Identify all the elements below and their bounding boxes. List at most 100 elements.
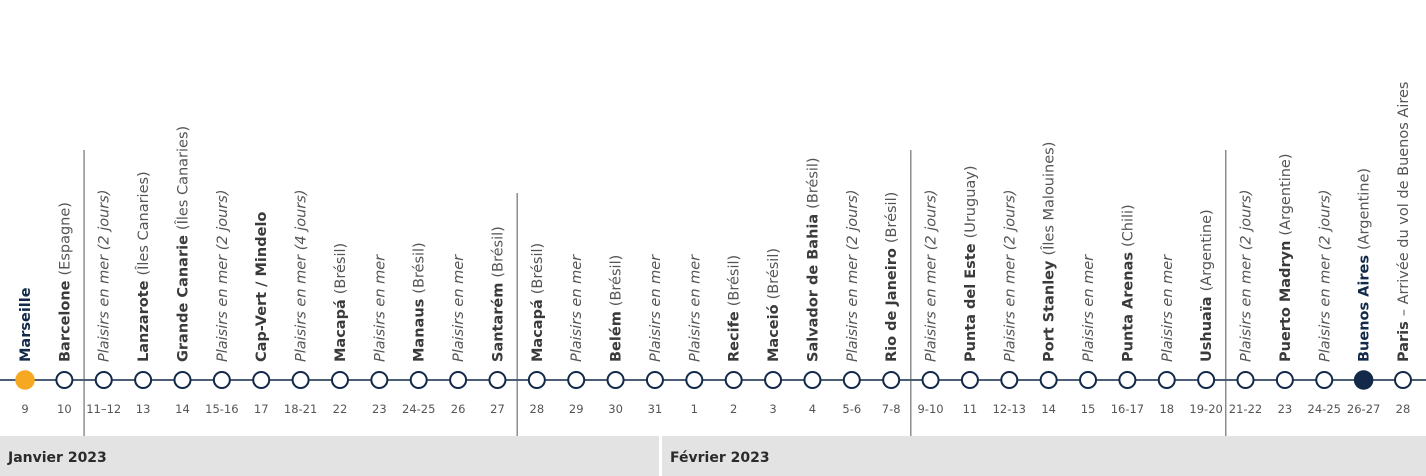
day-label: 30 (608, 402, 623, 416)
day-label: 31 (648, 402, 663, 416)
stop-label: Plaisirs en mer (2 jours) (1317, 190, 1333, 363)
stop-marker (1157, 371, 1176, 389)
stop-marker (1000, 371, 1019, 389)
port-country: – Arrivée du vol de Buenos Aires (1396, 82, 1412, 317)
stop-marker (724, 371, 743, 389)
sea-days: Plaisirs en mer (372, 254, 388, 362)
sea-days: Plaisirs en mer (2 jours) (1002, 190, 1018, 363)
stop-label: Plaisirs en mer (1160, 254, 1176, 362)
sea-days: Plaisirs en mer (1160, 254, 1176, 362)
stop-label: Manaus (Brésil) (412, 242, 428, 362)
port-name: Punta Arenas (1120, 252, 1136, 362)
stop-marker (409, 371, 428, 389)
day-label: 10 (57, 402, 72, 416)
sea-days: Plaisirs en mer (2 jours) (215, 190, 231, 363)
day-label: 29 (569, 402, 584, 416)
stop-marker (645, 371, 664, 389)
port-name: Barcelone (57, 280, 73, 362)
stop-label: Plaisirs en mer (372, 254, 388, 362)
port-country: (Îles Canaries) (173, 126, 191, 230)
stop-marker (488, 371, 507, 389)
month-bar (0, 436, 1426, 476)
stop-label: Macapá (Brésil) (530, 243, 546, 362)
day-label: 18 (1159, 402, 1174, 416)
stop-marker (527, 371, 546, 389)
port-name: Paris (1396, 321, 1412, 362)
port-name: Santarém (490, 283, 506, 362)
port-name: Cap-Vert / Mindelo (254, 212, 270, 362)
day-label: 11 (963, 402, 978, 416)
port-country: (Espagne) (57, 202, 73, 275)
port-country: (Îles Malouines) (1040, 142, 1058, 256)
day-label: 28 (1396, 402, 1411, 416)
sea-days: Plaisirs en mer (2 jours) (924, 190, 940, 363)
port-name: Lanzarote (136, 280, 152, 362)
day-label: 22 (333, 402, 348, 416)
stop-label: Plaisirs en mer (2 jours) (1239, 190, 1255, 363)
day-label: 26-27 (1347, 402, 1380, 416)
port-country: (Brésil) (805, 157, 821, 208)
port-country: (Brésil) (609, 255, 625, 306)
stop-label: Ushuaïa (Argentine) (1199, 209, 1215, 362)
day-label: 23 (372, 402, 387, 416)
month-label: Février 2023 (670, 450, 770, 466)
sea-days: Plaisirs en mer (569, 254, 585, 362)
day-label: 14 (175, 402, 190, 416)
port-country: (Îles Canaries) (134, 171, 152, 275)
port-name: Salvador de Bahia (805, 214, 821, 362)
port-country: (Argentine) (1357, 168, 1373, 250)
port-country: (Brésil) (884, 192, 900, 243)
day-label: 9 (21, 402, 28, 416)
day-label: 3 (769, 402, 776, 416)
month-divider (659, 436, 662, 476)
stop-marker (449, 371, 468, 389)
stop-marker (882, 371, 901, 389)
port-country: (Brésil) (490, 226, 506, 277)
stop-marker (1394, 371, 1412, 389)
stop-label: Puerto Madryn (Argentine) (1278, 154, 1294, 363)
stop-marker (1353, 370, 1374, 390)
day-label: 7-8 (882, 402, 901, 416)
port-name: Ushuaïa (1199, 296, 1215, 362)
day-label: 4 (809, 402, 816, 416)
day-label: 9-10 (917, 402, 943, 416)
stop-label: Plaisirs en mer (2 jours) (1002, 190, 1018, 363)
stop-marker (1039, 371, 1058, 389)
day-label: 18-21 (284, 402, 317, 416)
stop-marker (1118, 371, 1137, 389)
stop-label: Cap-Vert / Mindelo (254, 212, 270, 362)
day-label: 23 (1278, 402, 1293, 416)
day-label: 28 (530, 402, 545, 416)
port-country: (Uruguay) (963, 165, 979, 238)
stop-marker (173, 371, 192, 389)
port-country: (Brésil) (412, 242, 428, 293)
port-name: Recife (727, 311, 743, 362)
sea-days: Plaisirs en mer (2 jours) (845, 190, 861, 363)
stop-marker (764, 371, 783, 389)
port-country: (Argentine) (1278, 154, 1294, 236)
sea-days: Plaisirs en mer (451, 254, 467, 362)
port-country: (Brésil) (766, 248, 782, 299)
day-label: 11–12 (86, 402, 121, 416)
stop-label: Plaisirs en mer (648, 254, 664, 362)
stop-marker (252, 371, 271, 389)
stop-label: Plaisirs en mer (687, 254, 703, 362)
stop-marker (134, 371, 153, 389)
stop-marker (55, 371, 74, 389)
day-label: 15-16 (205, 402, 238, 416)
port-country: (Brésil) (333, 243, 349, 294)
day-label: 27 (490, 402, 505, 416)
day-label: 21-22 (1229, 402, 1262, 416)
sea-days: Plaisirs en mer (648, 254, 664, 362)
port-name: Punta del Este (963, 243, 979, 362)
port-name: Macapá (530, 299, 546, 362)
stop-label: Plaisirs en mer (1081, 254, 1097, 362)
day-label: 12-13 (993, 402, 1026, 416)
stop-marker (1315, 371, 1334, 389)
day-label: 19-20 (1189, 402, 1222, 416)
stop-label: Belém (Brésil) (609, 255, 625, 362)
day-label: 15 (1081, 402, 1096, 416)
sea-days: Plaisirs en mer (687, 254, 703, 362)
stop-marker (291, 371, 310, 389)
